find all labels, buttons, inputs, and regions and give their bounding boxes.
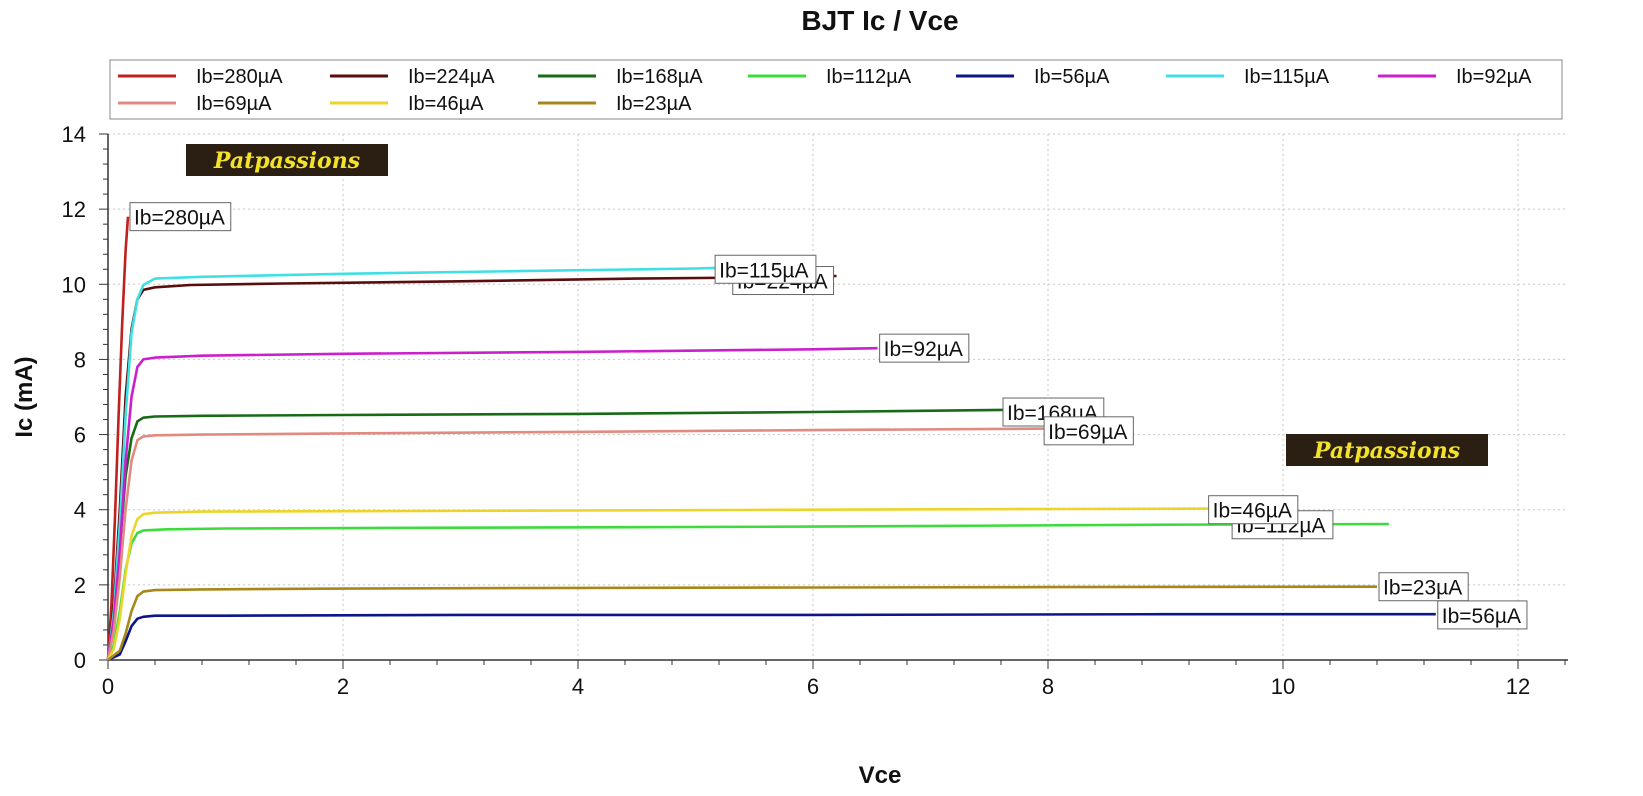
- y-tick-label: 6: [74, 423, 86, 448]
- series-line: [106, 427, 1049, 661]
- watermark-box: [186, 144, 388, 176]
- series-end-label: Ib=56µA: [1437, 600, 1528, 630]
- legend-entry: Ib=115µA: [1244, 66, 1330, 88]
- y-tick-label: 14: [62, 122, 86, 147]
- legend: Ib=280µA Ib=224µA Ib=168µA Ib=112µA Ib=56µA I…: [109, 59, 1563, 120]
- watermark-layer: Patpassions Patpassions: [186, 144, 1488, 466]
- svg-text:Ib=23µA: Ib=23µA: [1383, 577, 1462, 600]
- x-tick-label: 10: [1271, 674, 1295, 699]
- series-line: [107, 612, 1436, 662]
- axes: 0 2 4 6 8 10 12 0 2 4 6 8 10 12 14: [62, 122, 1568, 699]
- legend-entry: Ib=168µA: [616, 66, 703, 88]
- legend-entry: Ib=56µA: [1034, 66, 1110, 88]
- svg-text:Ib=115µA: Ib=115µA: [719, 259, 808, 282]
- x-tick-label: 12: [1506, 674, 1530, 699]
- x-tick-label: 8: [1042, 674, 1054, 699]
- y-tick-label: 8: [74, 347, 86, 372]
- x-axis-label: Vce: [859, 762, 902, 789]
- series-line: [106, 408, 1013, 661]
- series-end-label: Ib=280µA: [129, 202, 232, 232]
- grid: [108, 133, 1568, 660]
- series-line: [107, 585, 1378, 662]
- series-end-label: Ib=23µA: [1378, 572, 1469, 602]
- legend-frame: [109, 59, 1563, 120]
- series-line: [106, 216, 130, 661]
- watermark-text: Patpassions: [213, 148, 360, 174]
- y-axis-label: Ic (mA): [11, 356, 38, 437]
- series-line: [106, 346, 878, 661]
- series-end-label: Ib=69µA: [1043, 416, 1134, 446]
- series-end-label: Ib=115µA: [714, 254, 817, 284]
- svg-text:Ib=280µA: Ib=280µA: [134, 207, 225, 230]
- watermark-box: [1286, 434, 1488, 466]
- legend-entry: Ib=92µA: [1456, 66, 1532, 88]
- series-line: [106, 507, 1213, 661]
- end-label-layer: Ib=280µAIb=224µAIb=115µAIb=92µAIb=168µAI…: [129, 202, 1528, 630]
- y-tick-label: 10: [62, 272, 86, 297]
- x-tick-label: 2: [337, 674, 349, 699]
- series-line: [106, 266, 720, 661]
- legend-entry: Ib=69µA: [196, 93, 272, 115]
- svg-text:Ib=69µA: Ib=69µA: [1048, 421, 1127, 444]
- series-line: [106, 522, 1389, 661]
- legend-entry: Ib=224µA: [408, 66, 495, 88]
- x-tick-label: 6: [807, 674, 819, 699]
- svg-text:Ib=92µA: Ib=92µA: [884, 338, 963, 361]
- series-line: [106, 274, 837, 661]
- legend-entry: Ib=112µA: [826, 66, 912, 88]
- svg-text:Ib=46µA: Ib=46µA: [1213, 500, 1292, 523]
- y-tick-label: 0: [74, 648, 86, 673]
- chart-title: BJT Ic / Vce: [801, 5, 958, 36]
- legend-entry: Ib=23µA: [616, 93, 692, 115]
- svg-text:Ib=56µA: Ib=56µA: [1442, 605, 1521, 628]
- y-tick-label: 4: [74, 498, 86, 523]
- y-tick-label: 2: [74, 573, 86, 598]
- legend-entry: Ib=280µA: [196, 66, 283, 88]
- watermark-text: Patpassions: [1313, 438, 1460, 464]
- legend-entry: Ib=46µA: [408, 93, 484, 115]
- series-end-label: Ib=92µA: [879, 333, 970, 363]
- x-tick-label: 0: [102, 674, 114, 699]
- series-layer: [106, 216, 1436, 662]
- series-end-label: Ib=46µA: [1208, 495, 1299, 525]
- x-tick-label: 4: [572, 674, 584, 699]
- y-tick-label: 12: [62, 197, 86, 222]
